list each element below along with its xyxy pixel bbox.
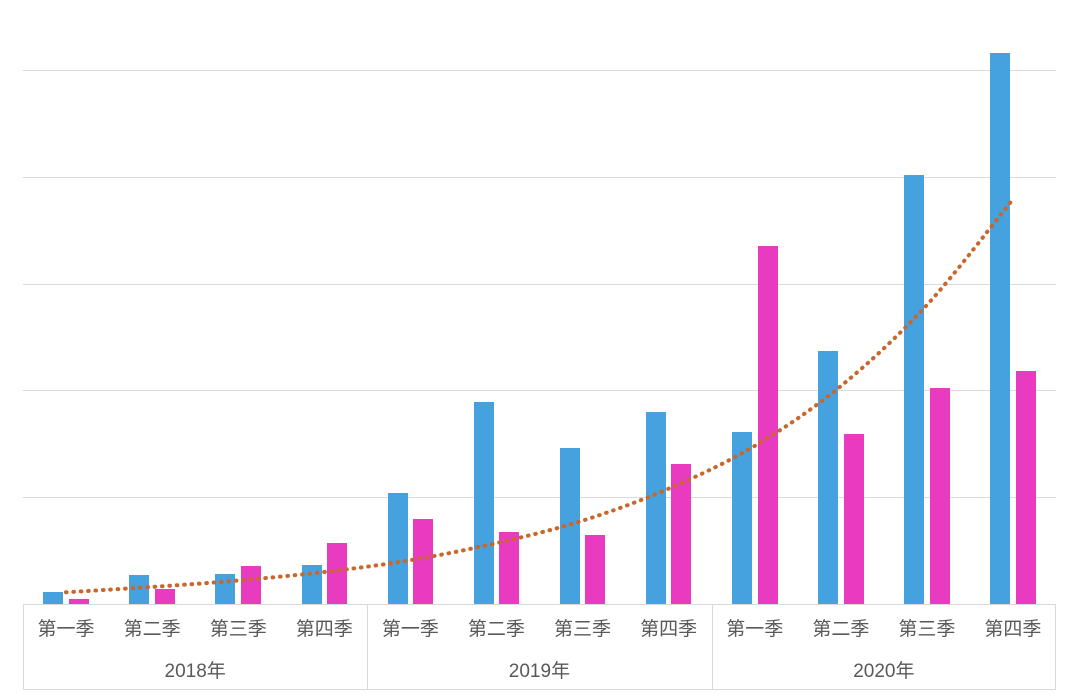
quarter-label-2020-q1: 第一季 (726, 619, 784, 640)
quarter-label-2019-q3: 第三季 (554, 619, 612, 640)
quarter-label-2019-q1: 第一季 (381, 619, 439, 640)
bar-blue-bars-2019-q2 (473, 402, 494, 604)
quarter-label-2018-q4: 第四季 (295, 619, 353, 640)
gridline-500 (23, 70, 1056, 71)
year-separator (711, 604, 713, 690)
gridline-300 (23, 283, 1056, 285)
bar-pink-bars-2019-q1 (413, 518, 434, 604)
bar-blue-bars-2019-q4 (645, 411, 666, 604)
year-label-2019: 2019年 (508, 661, 571, 682)
quarter-label-2018-q2: 第二季 (123, 619, 181, 640)
bar-blue-bars-2020-q2 (818, 350, 838, 604)
bar-blue-bars-2020-q4 (990, 52, 1011, 604)
year-label-2020: 2020年 (853, 661, 915, 682)
bar-pink-bars-2020-q3 (929, 388, 950, 604)
bar-pink-bars-2020-q1 (757, 246, 778, 604)
quarter-label-2018-q1: 第一季 (37, 619, 95, 640)
bar-pink-bars-2019-q4 (671, 464, 692, 604)
axis-label-box (23, 604, 1056, 690)
gridline-400 (23, 176, 1056, 178)
bar-blue-bars-2019-q3 (559, 448, 580, 604)
gridline-100 (23, 497, 1056, 499)
quarter-label-2020-q4: 第四季 (984, 619, 1042, 640)
quarter-label-2019-q2: 第二季 (467, 619, 525, 640)
quarter-label-2019-q4: 第四季 (640, 619, 698, 640)
bar-blue-bars-2018-q2 (129, 575, 150, 604)
quarter-label-2020-q2: 第二季 (812, 619, 870, 640)
bar-blue-bars-2019-q1 (387, 492, 408, 604)
bar-pink-bars-2019-q3 (585, 534, 606, 604)
bar-blue-bars-2020-q1 (731, 432, 752, 604)
gridline-200 (23, 390, 1056, 392)
bar-blue-bars-2018-q3 (215, 574, 236, 604)
year-label-2018: 2018年 (164, 661, 226, 682)
bar-pink-bars-2018-q3 (241, 565, 261, 604)
bar-pink-bars-2020-q4 (1015, 371, 1036, 604)
bar-pink-bars-2019-q2 (499, 532, 520, 604)
quarter-label-2020-q3: 第三季 (898, 619, 956, 640)
quarter-label-2018-q3: 第三季 (209, 619, 267, 640)
bar-pink-bars-2018-q2 (154, 589, 175, 604)
year-separator (367, 604, 369, 690)
trendline-path (64, 197, 1015, 595)
bar-blue-bars-2018-q4 (301, 564, 322, 604)
bar-blue-bars-2018-q1 (43, 592, 64, 604)
bar-pink-bars-2018-q4 (327, 543, 348, 604)
bar-blue-bars-2020-q3 (904, 174, 925, 604)
bar-pink-bars-2020-q2 (843, 434, 864, 604)
bar-pink-bars-2018-q1 (68, 598, 89, 604)
